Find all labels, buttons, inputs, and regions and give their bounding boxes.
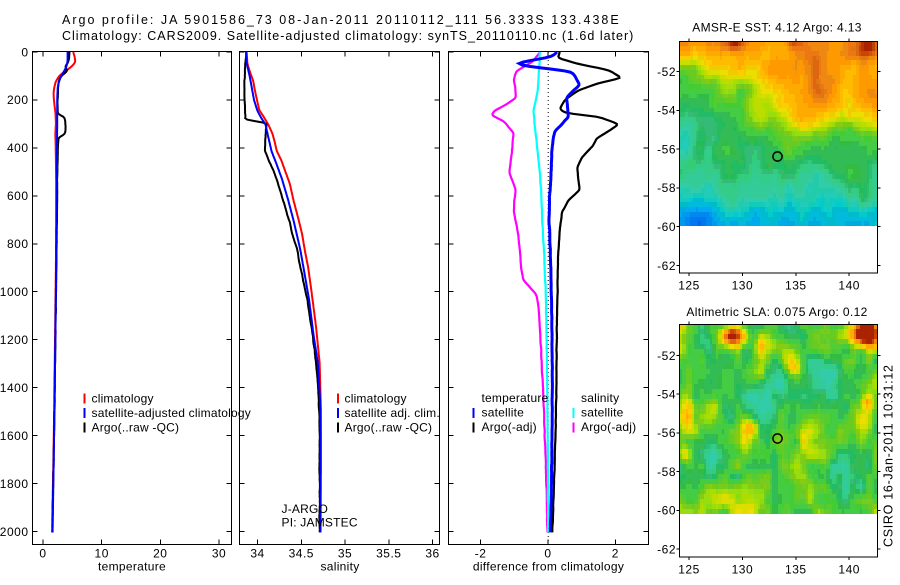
svg-text:-62: -62 bbox=[657, 259, 676, 273]
svg-text:temperature: temperature bbox=[98, 560, 166, 574]
svg-text:1600: 1600 bbox=[0, 429, 29, 443]
svg-text:Argo profile: JA 5901586_73 08: Argo profile: JA 5901586_73 08-Jan-2011 … bbox=[62, 13, 621, 27]
svg-text:-52: -52 bbox=[657, 65, 676, 79]
svg-text:10: 10 bbox=[95, 547, 109, 561]
svg-text:climatology: climatology bbox=[92, 392, 154, 406]
svg-text:-54: -54 bbox=[657, 388, 676, 402]
svg-text:-58: -58 bbox=[657, 465, 676, 479]
svg-text:AMSR-E SST: 4.12 Argo: 4.13: AMSR-E SST: 4.12 Argo: 4.13 bbox=[692, 21, 862, 35]
svg-text:2: 2 bbox=[612, 547, 619, 561]
svg-text:satellite-adjusted climatology: satellite-adjusted climatology bbox=[92, 406, 251, 420]
svg-text:1400: 1400 bbox=[0, 381, 29, 395]
svg-text:-54: -54 bbox=[657, 104, 676, 118]
svg-text:0: 0 bbox=[544, 547, 551, 561]
svg-text:-56: -56 bbox=[657, 142, 676, 156]
svg-text:satellite adj. clim.: satellite adj. clim. bbox=[345, 406, 440, 420]
svg-text:400: 400 bbox=[7, 141, 29, 155]
svg-text:1000: 1000 bbox=[0, 285, 29, 299]
svg-text:-62: -62 bbox=[657, 542, 676, 556]
svg-text:34: 34 bbox=[250, 547, 264, 561]
svg-text:Argo(..raw -QC): Argo(..raw -QC) bbox=[345, 421, 433, 435]
svg-text:0: 0 bbox=[21, 45, 28, 59]
svg-text:CSIRO 16-Jan-2011 10:31:12: CSIRO 16-Jan-2011 10:31:12 bbox=[882, 364, 896, 547]
svg-text:200: 200 bbox=[7, 93, 29, 107]
svg-text:1200: 1200 bbox=[0, 333, 29, 347]
svg-text:35.5: 35.5 bbox=[376, 547, 401, 561]
svg-text:36: 36 bbox=[425, 547, 439, 561]
svg-text:2000: 2000 bbox=[0, 525, 29, 539]
svg-text:135: 135 bbox=[785, 279, 807, 293]
svg-text:salinity: salinity bbox=[581, 391, 619, 405]
svg-text:125: 125 bbox=[678, 279, 700, 293]
svg-text:140: 140 bbox=[838, 279, 860, 293]
svg-text:Argo(-adj): Argo(-adj) bbox=[581, 420, 636, 434]
svg-text:-56: -56 bbox=[657, 426, 676, 440]
svg-text:1800: 1800 bbox=[0, 477, 29, 491]
svg-text:Argo(..raw -QC): Argo(..raw -QC) bbox=[92, 421, 180, 435]
svg-text:-2: -2 bbox=[475, 547, 487, 561]
svg-text:0: 0 bbox=[39, 547, 46, 561]
svg-text:Climatology: CARS2009. Satelli: Climatology: CARS2009. Satellite-adjuste… bbox=[62, 29, 634, 43]
svg-text:satellite: satellite bbox=[482, 406, 525, 420]
svg-text:125: 125 bbox=[678, 563, 700, 577]
svg-text:600: 600 bbox=[7, 189, 29, 203]
svg-text:climatology: climatology bbox=[345, 392, 407, 406]
svg-text:-60: -60 bbox=[657, 504, 676, 518]
svg-text:Argo(-adj): Argo(-adj) bbox=[482, 420, 537, 434]
svg-text:800: 800 bbox=[7, 237, 29, 251]
svg-text:PI: JAMSTEC: PI: JAMSTEC bbox=[282, 516, 358, 530]
svg-text:30: 30 bbox=[212, 547, 226, 561]
svg-text:130: 130 bbox=[732, 563, 754, 577]
svg-text:salinity: salinity bbox=[320, 560, 359, 574]
svg-text:difference from climatology: difference from climatology bbox=[473, 560, 624, 574]
svg-text:140: 140 bbox=[838, 563, 860, 577]
svg-text:-60: -60 bbox=[657, 220, 676, 234]
svg-text:34.5: 34.5 bbox=[289, 547, 314, 561]
svg-text:Altimetric SLA: 0.075 Argo: 0.: Altimetric SLA: 0.075 Argo: 0.12 bbox=[686, 305, 867, 319]
svg-text:20: 20 bbox=[153, 547, 167, 561]
svg-text:-58: -58 bbox=[657, 181, 676, 195]
svg-text:35: 35 bbox=[338, 547, 352, 561]
svg-text:J-ARGO: J-ARGO bbox=[282, 502, 329, 516]
svg-text:temperature: temperature bbox=[482, 391, 549, 405]
svg-text:satellite: satellite bbox=[581, 406, 624, 420]
svg-text:130: 130 bbox=[732, 279, 754, 293]
svg-text:135: 135 bbox=[785, 563, 807, 577]
svg-text:-52: -52 bbox=[657, 349, 676, 363]
